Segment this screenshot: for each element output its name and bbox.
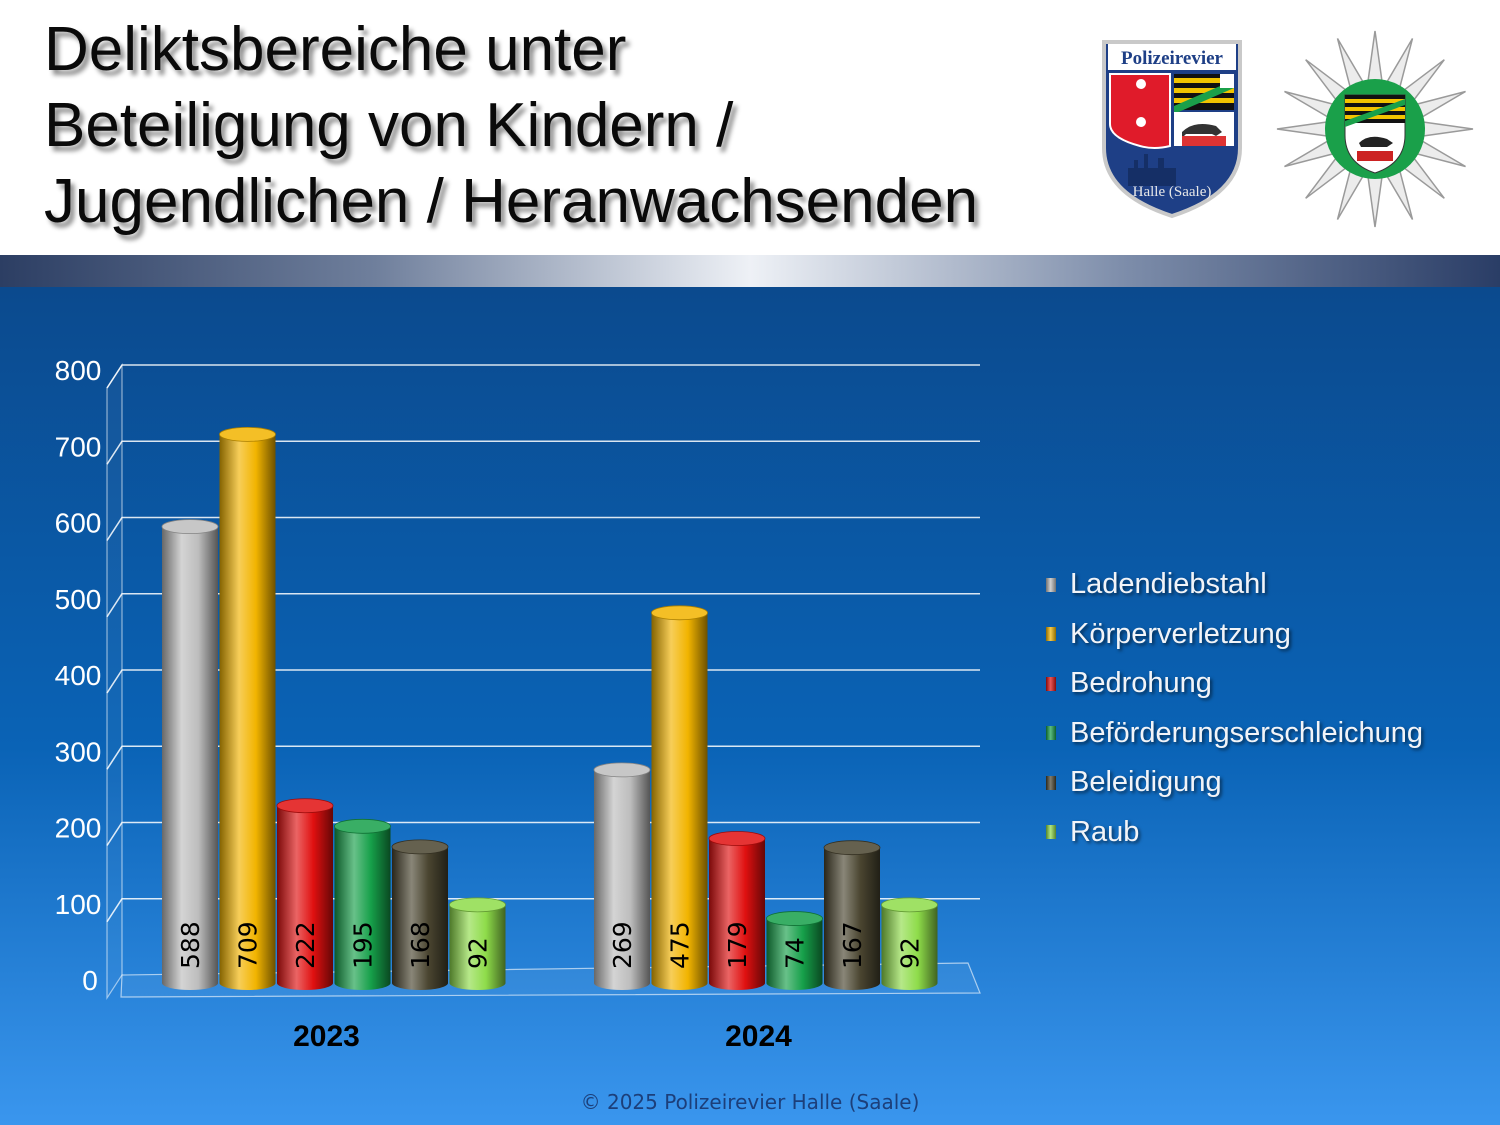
bar: 179 [708,831,766,990]
bar-body [824,847,880,990]
data-label: 709 [234,921,263,969]
bar-cap [276,798,334,814]
y-tick-label: 600 [55,508,102,539]
y-tick-label: 200 [55,813,102,844]
bar-cap [593,762,651,778]
bar-body [277,805,333,990]
y-tick-label: 800 [55,355,102,386]
gridline [106,440,980,465]
data-label: 168 [406,921,435,969]
y-tick-label: 500 [55,584,102,615]
bar: 709 [219,426,276,990]
bar-cap [334,818,391,834]
gridline [106,364,980,389]
data-label: 92 [464,937,493,969]
bar-cap [219,426,276,442]
legend-item: Raub [1046,808,1496,858]
header-divider-band [0,255,1500,287]
legend-item: Ladendiebstahl [1046,560,1496,610]
legend-item: Beförderungserschleichung [1046,709,1496,759]
bar: 195 [334,818,391,990]
legend-swatch [1046,577,1056,592]
legend-swatch [1046,676,1056,691]
data-label: 269 [608,921,637,969]
legend-label: Raub [1070,815,1140,848]
logo-city-text: Halle (Saale) [1133,184,1212,200]
legend-item: Körperverletzung [1046,610,1496,660]
legend-label: Bedrohung [1070,667,1212,700]
y-tick-label: 700 [55,431,102,462]
data-label: 167 [838,921,867,969]
bar: 269 [593,762,651,990]
legend-label: Ladendiebstahl [1070,568,1267,601]
y-axis-ticks: 0 100 200 300 400 500 600 700 800 [55,355,102,996]
copyright-notice: © 2025 Polizeirevier Halle (Saale) [580,1090,920,1114]
bar-body [449,904,506,990]
police-star-emblem [1276,30,1474,228]
bar-cap [651,605,708,621]
x-axis-categories: 2023 2024 [293,1020,792,1053]
legend-label: Beförderungserschleichung [1070,716,1424,749]
legend-swatch [1046,825,1056,840]
bar: 588 [161,519,219,990]
title-line-2: Beteiligung von Kindern / [44,91,734,160]
bar: 92 [881,897,938,990]
bar-cap [449,897,506,913]
title-line-3: Jugendlichen / Heranwachsenden [44,167,979,236]
x-category-label: 2024 [725,1020,792,1053]
chart-legend: Ladendiebstahl Körperverletzung Bedrohung B… [1046,560,1496,857]
bar-cap [161,519,219,535]
bar-cap [881,897,938,913]
bar-cap [391,839,449,855]
y-tick-label: 0 [82,965,98,996]
bar: 475 [651,605,708,990]
legend-item: Beleidigung [1046,758,1496,808]
legend-label: Beleidigung [1070,766,1222,799]
bar-body [766,918,823,990]
y-tick-label: 400 [55,660,102,691]
data-label: 588 [176,921,205,969]
logo-text: Polizeirevier [1121,48,1224,69]
bar: 167 [823,840,881,990]
y-tick-label: 300 [55,736,102,767]
bar-cap [823,840,881,856]
title-line-1: Deliktsbereiche unter [44,15,627,84]
data-label: 222 [291,921,320,969]
legend-swatch [1046,627,1056,642]
bar-body [219,434,276,990]
bar-body [162,526,218,990]
header: Deliktsbereiche unter Beteiligung von Ki… [0,0,1500,255]
data-label: 475 [666,921,695,969]
y-tick-label: 100 [55,889,102,920]
legend-label: Körperverletzung [1070,617,1291,650]
bar-body [881,904,938,990]
bar-body [709,838,765,990]
data-label: 179 [723,921,752,969]
bar-body [594,769,650,990]
bar: 92 [449,897,506,990]
data-label: 195 [349,921,378,969]
x-category-label: 2023 [293,1020,360,1053]
bar-body [334,826,391,990]
bar-body [651,612,708,990]
legend-item: Bedrohung [1046,659,1496,709]
bar: 74 [766,911,823,990]
data-label: 74 [781,937,810,969]
legend-swatch [1046,726,1056,741]
chart-bars: 588 709 222 195 168 92 269 475 179 74 167 92 [161,426,938,990]
bar: 222 [276,798,334,990]
bar: 168 [391,839,449,990]
bar-cap [766,911,823,926]
page-title: Deliktsbereiche unter Beteiligung von Ki… [44,12,1084,240]
bar-body [392,846,448,990]
gridline [106,516,980,541]
bar-cap [708,831,766,846]
police-district-logo: Polizeirevier Halle (Saale) [1102,40,1242,219]
data-label: 92 [896,937,925,969]
gridline [106,592,980,618]
legend-swatch [1046,775,1056,790]
